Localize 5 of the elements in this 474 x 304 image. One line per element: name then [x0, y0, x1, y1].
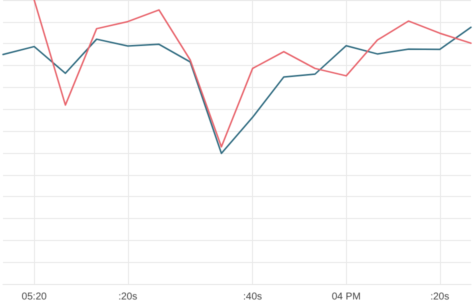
x-tick-label: 04 PM	[332, 292, 361, 302]
x-tick-label: 05:20	[22, 292, 48, 302]
x-tick-label: :20s	[430, 292, 450, 302]
x-tick-label: :20s	[118, 292, 138, 302]
x-tick-label: :40s	[243, 292, 262, 302]
